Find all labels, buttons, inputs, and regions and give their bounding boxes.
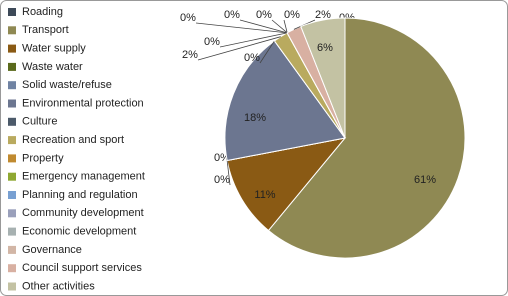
legend-swatch: [8, 245, 16, 254]
data-label: 11%: [254, 189, 275, 201]
legend-label: Transport: [22, 24, 69, 36]
legend-swatch: [8, 227, 16, 236]
pie-slice: [267, 17, 466, 259]
data-label: 0%: [244, 52, 260, 64]
legend-swatch: [8, 62, 16, 71]
legend-label: Waste water: [22, 61, 83, 73]
data-label: 0%: [214, 174, 230, 186]
legend-swatch: [8, 117, 16, 126]
leader-line: [219, 32, 288, 48]
legend-label: Water supply: [22, 43, 86, 55]
data-label: 2%: [315, 9, 331, 21]
legend-swatch: [8, 99, 16, 108]
legend-label: Other activities: [22, 280, 95, 292]
leader-line: [197, 36, 281, 61]
data-label: 0%: [256, 9, 272, 21]
legend-label: Recreation and sport: [22, 134, 124, 146]
pie-slice: [300, 17, 346, 139]
leader-line: [271, 19, 288, 34]
pie-slice: [224, 40, 346, 162]
legend-label: Emergency management: [22, 171, 145, 183]
legend-swatch: [8, 136, 16, 145]
legend-label: Community development: [22, 207, 144, 219]
legend-label: Property: [22, 152, 64, 164]
legend-label: Culture: [22, 116, 57, 128]
data-label: 6%: [317, 42, 333, 54]
legend-label: Environmental protection: [22, 97, 144, 109]
legend-swatch: [8, 264, 16, 273]
legend-swatch: [8, 81, 16, 90]
leader-line: [226, 160, 231, 186]
data-label: 61%: [414, 174, 436, 186]
legend-swatch: [8, 8, 16, 16]
leader-line: [239, 19, 288, 34]
leader-line: [259, 40, 275, 64]
leader-line: [283, 19, 288, 33]
legend-label: Planning and regulation: [22, 189, 138, 201]
legend-label: Council support services: [22, 262, 142, 274]
legend-label: Solid waste/refuse: [22, 79, 112, 91]
legend-label: Roading: [22, 6, 63, 18]
legend-swatch: [8, 44, 16, 53]
legend-swatch: [8, 154, 16, 163]
legend-swatch: [8, 172, 16, 181]
legend-label: Economic development: [22, 226, 136, 238]
data-label: 0%: [284, 9, 300, 21]
data-label: 18%: [244, 112, 266, 124]
legend-swatch: [8, 282, 16, 291]
leader-line: [195, 22, 288, 34]
legend-swatch: [8, 209, 16, 218]
data-label: 0%: [204, 36, 220, 48]
legend-swatch: [8, 191, 16, 199]
legend-label: Governance: [22, 244, 82, 256]
data-label: 0%: [224, 9, 240, 21]
data-label: 0%: [180, 12, 196, 24]
legend-swatch: [8, 26, 16, 35]
data-label: 2%: [182, 49, 198, 61]
